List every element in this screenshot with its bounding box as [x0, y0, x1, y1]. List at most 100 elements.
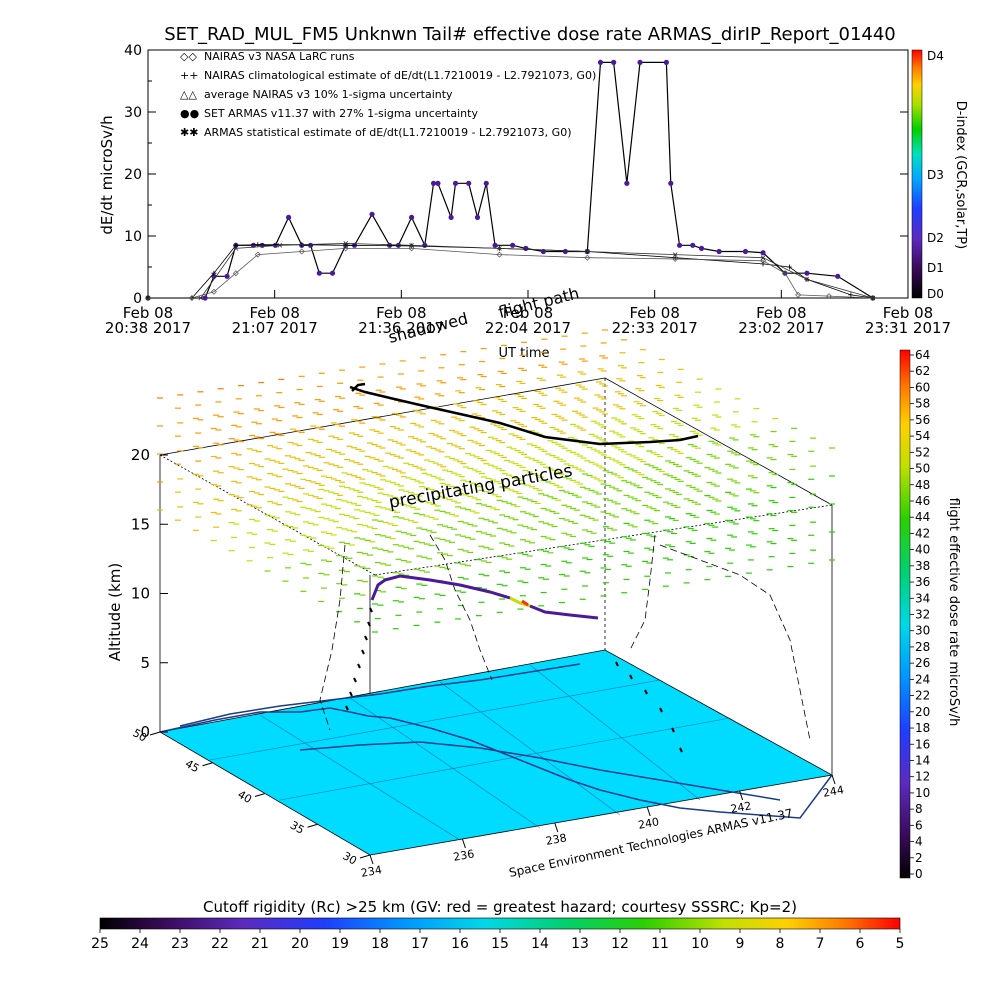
latitude-tick-label: 30	[340, 849, 359, 867]
cutoff-tick-label: 20	[291, 936, 309, 952]
dose-rate-tick-label: 46	[915, 494, 930, 508]
chart-title: SET_RAD_MUL_FM5 Unknwn Tail# effective d…	[164, 24, 896, 45]
series-point	[198, 295, 203, 301]
dose-rate-tick-label: 64	[915, 348, 930, 362]
series-point	[233, 246, 239, 251]
series-point	[870, 295, 876, 301]
top-y-tick-label: 30	[124, 105, 142, 121]
dose-rate-tick-label: 24	[915, 672, 930, 686]
series-point	[624, 180, 630, 186]
dose-rate-tick-label: 42	[915, 526, 930, 540]
d-index-tick-label: D4	[927, 49, 944, 63]
series-point	[369, 211, 375, 217]
top-x-tick-time: 23:31 2017	[865, 319, 951, 337]
cutoff-tick-label: 17	[411, 936, 429, 952]
cutoff-tick-label: 13	[571, 936, 589, 952]
latitude-tick-label: 45	[183, 757, 202, 775]
dose-rate-colorbar-ticks: 0246810121416182022242628303234363840424…	[910, 348, 930, 881]
top-x-tick-date: Feb 08	[756, 304, 806, 322]
series-point	[448, 214, 454, 220]
dose-rate-tick-label: 54	[915, 429, 930, 443]
top-x-tick-date: Feb 08	[503, 304, 553, 322]
series-point	[716, 248, 722, 255]
legend-entry: ARMAS statistical estimate of dE/dt(L1.7…	[204, 126, 571, 139]
legend-marker: ◇◇	[180, 50, 197, 63]
series-point	[224, 273, 230, 279]
series-point	[408, 245, 415, 252]
dose-rate-tick-label: 52	[915, 445, 930, 459]
top-x-tick-date: Feb 08	[249, 304, 299, 322]
flight-path-top-projection	[349, 385, 699, 446]
cutoff-tick-label: 8	[776, 936, 785, 952]
series-point	[250, 242, 257, 248]
longitude-tick	[554, 822, 559, 833]
series-point	[786, 264, 792, 270]
series-point	[496, 251, 503, 258]
top-x-tick-date: Feb 08	[629, 304, 679, 322]
precipitating-particle-cloud	[157, 329, 835, 633]
cutoff-tick-label: 9	[736, 936, 745, 952]
cutoff-tick-label: 14	[531, 936, 549, 952]
series-point	[492, 242, 498, 248]
series-point	[316, 270, 322, 276]
top-y-tick-label: 0	[133, 291, 142, 307]
flight-path-3d	[370, 574, 599, 620]
series-point	[672, 255, 679, 262]
series-point	[307, 242, 314, 248]
series-point	[804, 270, 810, 276]
legend-entry: NAIRAS climatological estimate of dE/dt(…	[204, 69, 596, 82]
cutoff-tick-label: 7	[816, 936, 825, 952]
series-point	[483, 180, 489, 186]
dose-rate-tick-label: 20	[915, 705, 930, 719]
top-x-tick-time: 23:02 2017	[738, 319, 824, 337]
latitude-axis: 30 35 40 45 50	[130, 726, 371, 868]
cutoff-tick-label: 15	[491, 936, 509, 952]
series-point	[760, 250, 766, 256]
flight-path-top-hook	[351, 382, 366, 392]
series-point	[835, 273, 841, 279]
series-point	[698, 245, 705, 251]
latitude-tick	[254, 793, 266, 797]
series-line	[148, 243, 873, 299]
legend-entry: average NAIRAS v3 10% 1-sigma uncertaint…	[204, 88, 453, 101]
series-point	[285, 214, 292, 220]
latitude-tick-label: 35	[288, 819, 307, 837]
longitude-tick-label: 244	[822, 783, 845, 799]
series-point	[409, 243, 414, 248]
latitude-tick	[202, 762, 213, 767]
longitude-tick	[831, 774, 836, 785]
altitude-axis: 0 5 10 15 20	[131, 446, 168, 741]
legend-marker: △△	[180, 88, 197, 101]
map-grid	[209, 664, 731, 841]
series-point	[585, 249, 590, 254]
top-x-tick-date: Feb 08	[123, 304, 173, 322]
legend-marker: ++	[180, 69, 198, 82]
series-point	[676, 242, 683, 248]
cutoff-colorbar-ticks: 25 24 23 22 21 20 19 18 17 16 15 14 13 12 11 10 9 8 7 6 5	[91, 929, 904, 952]
dose-rate-tick-label: 28	[915, 640, 930, 654]
cutoff-tick-label: 10	[691, 936, 709, 952]
d-index-tick-label: D1	[927, 261, 944, 275]
dose-rate-tick-label: 60	[915, 380, 930, 394]
chart-legend: ◇◇ NAIRAS v3 NASA LaRC runs ++ NAIRAS clima…	[180, 50, 596, 139]
series-point	[760, 255, 766, 260]
series-point	[329, 270, 336, 276]
dose-rate-tick-label: 4	[915, 835, 923, 849]
series-point	[663, 59, 669, 65]
cutoff-colorbar	[99, 917, 901, 930]
series-point	[637, 59, 643, 65]
dose-rate-tick-label: 12	[915, 770, 930, 784]
series-point	[742, 248, 749, 255]
dose-rate-tick-label: 26	[915, 656, 930, 670]
series-point	[408, 214, 415, 220]
cutoff-tick-label: 22	[211, 936, 229, 952]
dose-rate-tick-label: 34	[915, 591, 930, 605]
series-point	[202, 295, 208, 301]
longitude-tick	[369, 854, 374, 865]
dose-rate-tick-label: 16	[915, 737, 930, 751]
series-point	[188, 295, 195, 301]
d-index-colorbar	[911, 49, 923, 299]
annotation-precipitating: precipitating particles	[387, 461, 574, 513]
series-point	[611, 59, 617, 65]
